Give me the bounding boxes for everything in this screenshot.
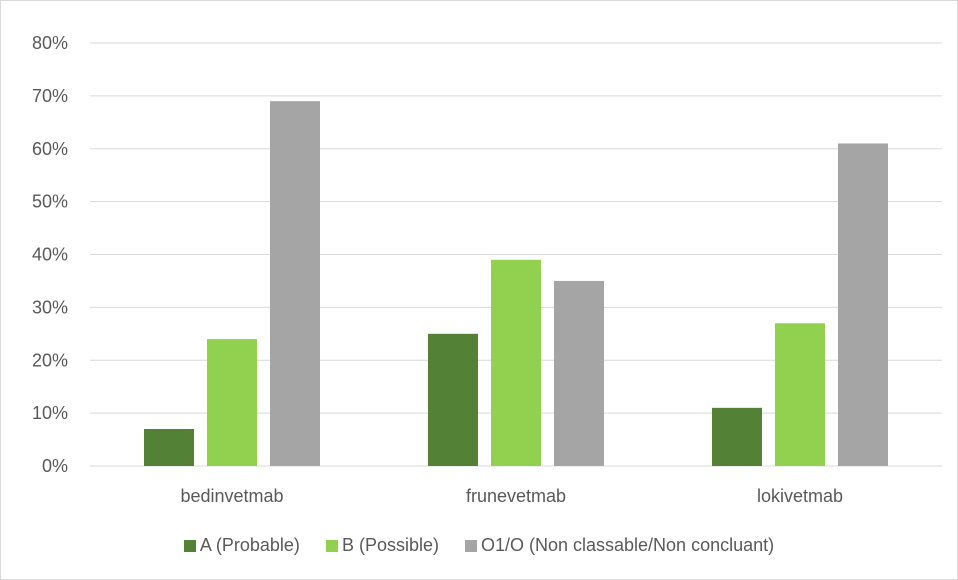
y-tick-label: 70%: [32, 86, 68, 106]
x-category-label: frunevetmab: [466, 486, 566, 506]
legend-label-b: B (Possible): [341, 535, 439, 555]
y-tick-label: 30%: [32, 297, 68, 317]
legend: A (Probable) B (Possible) O1/O (Non clas…: [0, 535, 958, 556]
bar: [838, 143, 888, 466]
legend-swatch-a: [183, 539, 196, 552]
bar: [775, 323, 825, 466]
y-tick-label: 40%: [32, 245, 68, 265]
bar: [554, 280, 604, 466]
y-tick-label: 10%: [32, 403, 68, 423]
y-tick-label: 80%: [32, 33, 68, 53]
y-tick-label: 0%: [42, 456, 68, 476]
legend-swatch-b: [325, 539, 338, 552]
legend-label-a: A (Probable): [199, 535, 300, 555]
bar: [428, 333, 478, 466]
legend-item-o: O1/O (Non classable/Non concluant): [464, 535, 775, 556]
legend-label-o: O1/O (Non classable/Non concluant): [480, 535, 775, 555]
y-tick-label: 50%: [32, 192, 68, 212]
legend-item-b: B (Possible): [325, 535, 439, 556]
bar: [270, 101, 320, 466]
y-tick-label: 60%: [32, 139, 68, 159]
x-category-label: bedinvetmab: [180, 486, 283, 506]
bar: [144, 428, 194, 466]
bar: [491, 259, 541, 466]
legend-item-a: A (Probable): [183, 535, 300, 556]
y-tick-label: 20%: [32, 350, 68, 370]
legend-swatch-o: [464, 539, 477, 552]
bar: [712, 407, 762, 466]
x-category-label: lokivetmab: [757, 486, 843, 506]
bar: [207, 339, 257, 466]
